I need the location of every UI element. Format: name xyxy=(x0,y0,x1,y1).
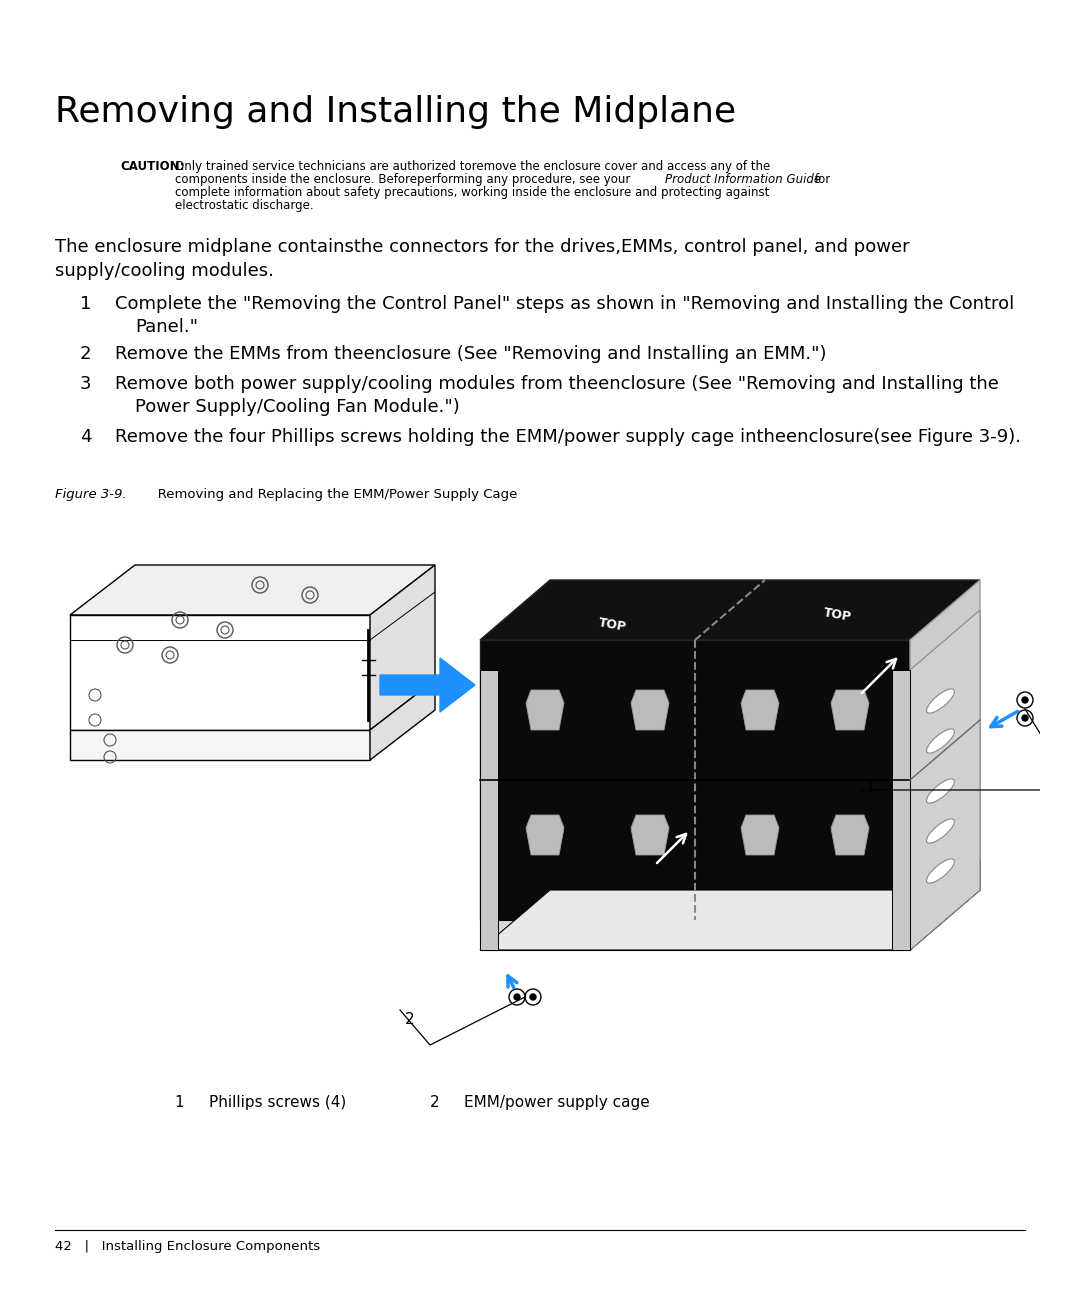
Polygon shape xyxy=(831,689,869,730)
Ellipse shape xyxy=(927,819,955,844)
Polygon shape xyxy=(910,610,980,950)
Text: CAUTION:: CAUTION: xyxy=(120,159,185,172)
Polygon shape xyxy=(741,815,779,855)
FancyArrowPatch shape xyxy=(657,833,686,863)
Polygon shape xyxy=(526,815,564,855)
FancyArrowPatch shape xyxy=(990,712,1017,727)
Text: 1: 1 xyxy=(865,779,875,794)
Text: Panel.": Panel." xyxy=(135,318,198,336)
Text: Remove the four Phillips screws holding the EMM/power supply cage intheenclosure: Remove the four Phillips screws holding … xyxy=(114,428,1021,446)
Text: TOP: TOP xyxy=(597,616,627,634)
Text: The enclosure midplane containsthe connectors for the drives,EMMs, control panel: The enclosure midplane containsthe conne… xyxy=(55,238,909,257)
Text: components inside the enclosure. Beforeperforming any procedure, see your: components inside the enclosure. Beforep… xyxy=(175,172,631,187)
Text: 42   |   Installing Enclosure Components: 42 | Installing Enclosure Components xyxy=(55,1240,320,1253)
Polygon shape xyxy=(910,861,980,950)
Polygon shape xyxy=(631,815,669,855)
Text: Removing and Installing the Midplane: Removing and Installing the Midplane xyxy=(55,95,737,130)
Ellipse shape xyxy=(927,689,955,713)
Text: 1: 1 xyxy=(80,295,92,314)
FancyArrowPatch shape xyxy=(508,976,517,988)
Text: complete information about safety precautions, working inside the enclosure and : complete information about safety precau… xyxy=(175,187,769,200)
Text: Remove both power supply/cooling modules from theenclosure (See "Removing and In: Remove both power supply/cooling modules… xyxy=(114,375,999,393)
Text: for: for xyxy=(815,172,832,187)
Circle shape xyxy=(514,994,519,1001)
Polygon shape xyxy=(631,689,669,730)
Text: TOP: TOP xyxy=(822,607,852,623)
Text: Figure 3-9.: Figure 3-9. xyxy=(55,489,126,502)
Polygon shape xyxy=(70,616,370,730)
Polygon shape xyxy=(526,689,564,730)
Polygon shape xyxy=(831,815,869,855)
Text: Complete the "Removing the Control Panel" steps as shown in "Removing and Instal: Complete the "Removing the Control Panel… xyxy=(114,295,1014,314)
Polygon shape xyxy=(370,565,435,730)
Polygon shape xyxy=(380,658,475,712)
Text: Removing and Replacing the EMM/Power Supply Cage: Removing and Replacing the EMM/Power Sup… xyxy=(145,489,517,502)
Polygon shape xyxy=(480,581,980,640)
Circle shape xyxy=(1022,715,1028,721)
Text: 3: 3 xyxy=(80,375,92,393)
Circle shape xyxy=(1022,697,1028,702)
Text: Only trained service technicians are authorized toremove the enclosure cover and: Only trained service technicians are aut… xyxy=(175,159,770,172)
Polygon shape xyxy=(480,670,498,950)
Polygon shape xyxy=(480,920,910,950)
Text: 2: 2 xyxy=(405,1012,415,1028)
Polygon shape xyxy=(370,680,435,759)
FancyArrowPatch shape xyxy=(862,658,896,693)
Text: 1     Phillips screws (4): 1 Phillips screws (4) xyxy=(175,1095,347,1109)
Text: 4: 4 xyxy=(80,428,92,446)
Polygon shape xyxy=(892,670,910,950)
Polygon shape xyxy=(741,689,779,730)
Text: electrostatic discharge.: electrostatic discharge. xyxy=(175,200,313,213)
Text: 2: 2 xyxy=(80,345,92,363)
Text: Product Information Guide: Product Information Guide xyxy=(665,172,821,187)
Polygon shape xyxy=(70,565,435,616)
Text: Remove the EMMs from theenclosure (See "Removing and Installing an EMM."): Remove the EMMs from theenclosure (See "… xyxy=(114,345,826,363)
Polygon shape xyxy=(480,640,910,920)
Text: supply/cooling modules.: supply/cooling modules. xyxy=(55,262,274,280)
Polygon shape xyxy=(480,890,980,950)
Polygon shape xyxy=(70,730,370,759)
Text: Power Supply/Cooling Fan Module."): Power Supply/Cooling Fan Module.") xyxy=(135,398,460,416)
Ellipse shape xyxy=(927,859,955,883)
Ellipse shape xyxy=(927,728,955,753)
Polygon shape xyxy=(910,581,980,920)
Circle shape xyxy=(530,994,536,1001)
Ellipse shape xyxy=(927,779,955,804)
Text: 2     EMM/power supply cage: 2 EMM/power supply cage xyxy=(430,1095,650,1109)
